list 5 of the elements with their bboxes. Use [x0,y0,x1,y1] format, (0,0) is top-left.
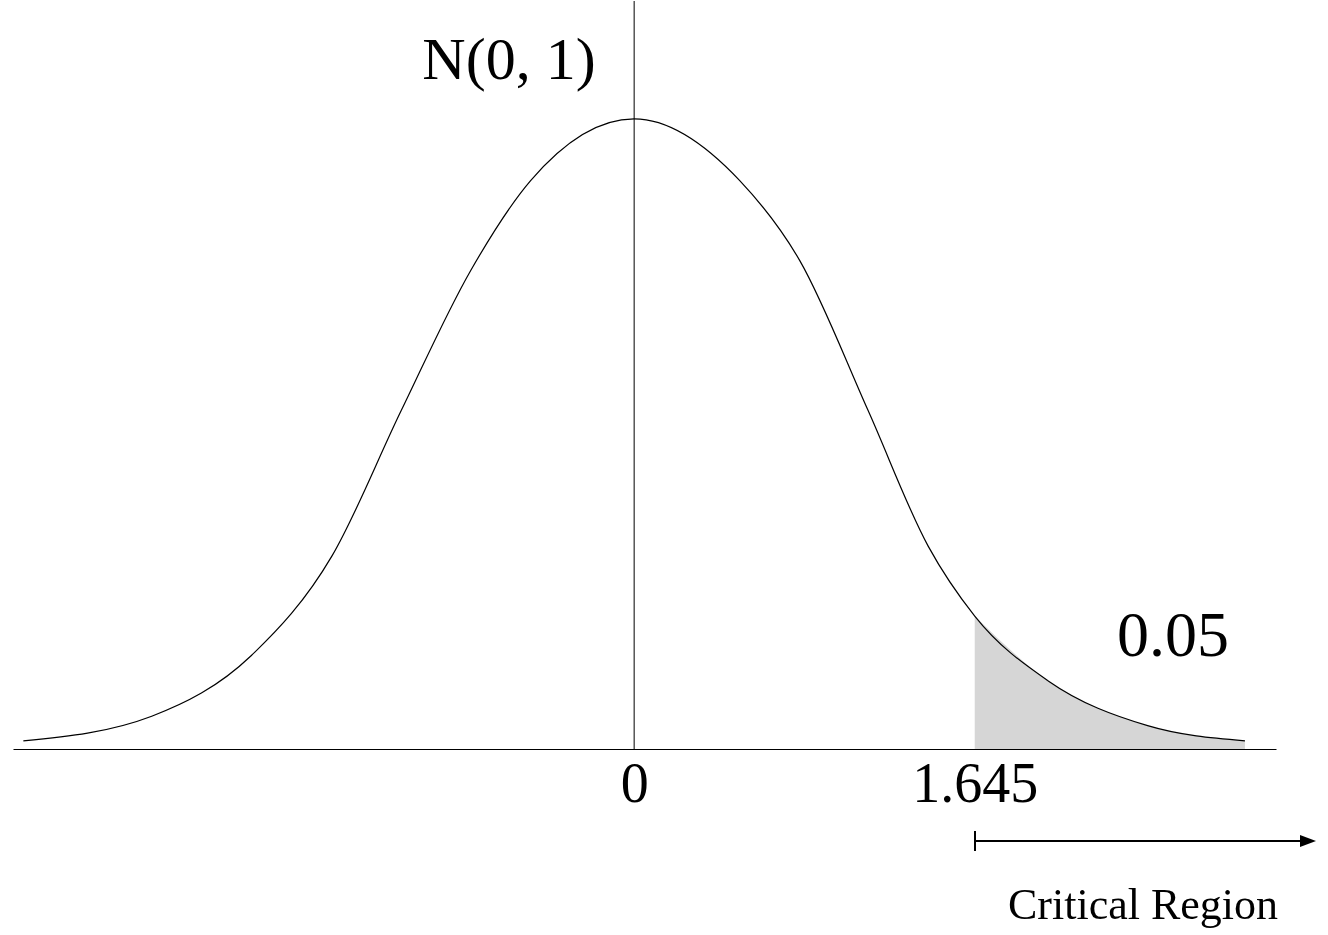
x-tick-label: 0 [620,751,649,814]
x-tick-label: 1.645 [912,751,1039,814]
y-axis-title: N(0, 1) [422,26,596,92]
text: Critical Region [1007,880,1279,929]
annotation: 0.05 [1117,599,1229,670]
